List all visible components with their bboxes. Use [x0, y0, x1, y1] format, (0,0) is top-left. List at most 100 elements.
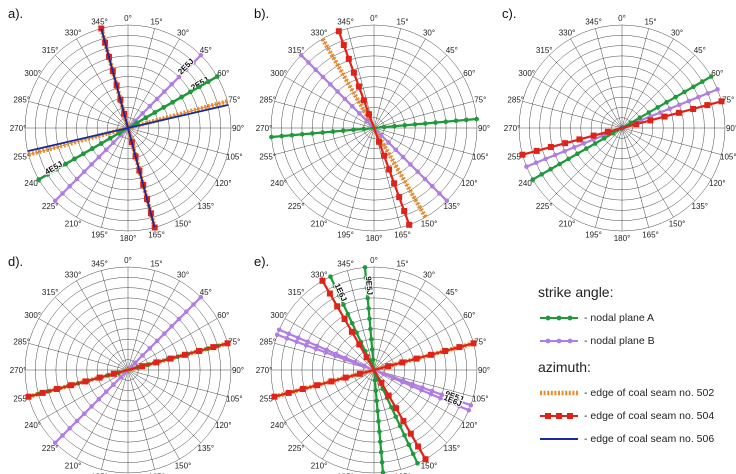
grid-spoke	[621, 127, 674, 218]
series-np_b-ray-marker	[118, 375, 123, 380]
grid-spoke	[522, 101, 623, 129]
series-s504-ray-marker	[519, 151, 526, 158]
series-np_b-ray-marker	[342, 96, 348, 102]
series-np_b-ray-marker	[306, 60, 311, 65]
angle-tick-label: 225°	[536, 202, 553, 211]
series-np_a-ray-marker	[637, 115, 643, 120]
series-np_a-ray-marker	[310, 131, 315, 136]
series-np_a-ray-marker	[90, 146, 95, 151]
series-np_a-ray-marker	[664, 100, 669, 105]
series-np_b-ray-marker	[52, 198, 58, 204]
angle-tick-label: 285°	[259, 96, 276, 105]
series-s504-ray-marker	[378, 379, 385, 386]
series-s504-ray-marker	[385, 363, 392, 370]
angle-tick-label: 195°	[91, 230, 108, 239]
angle-tick-label: 345°	[91, 260, 108, 269]
series-np_a-ray-marker	[45, 172, 50, 177]
angle-tick-label: 165°	[394, 472, 411, 474]
series-np_a-ray-marker	[330, 129, 336, 134]
series-np_a-ray-marker	[179, 94, 184, 100]
series-np_b-ray-marker	[147, 345, 153, 351]
grid-spoke	[101, 369, 129, 470]
grid-spoke	[373, 369, 401, 470]
series-np_a-ray-marker	[392, 123, 397, 129]
series-s504-ray-marker	[110, 370, 117, 377]
series-s504-ray-marker	[366, 111, 372, 118]
angle-tick-label: 135°	[198, 202, 215, 211]
series-s504-ray-marker	[547, 144, 554, 150]
angle-tick-label: 45°	[200, 46, 212, 55]
series-np_a-ray-marker	[610, 130, 616, 136]
series-np_a-ray-marker	[378, 439, 383, 445]
grid-spoke	[373, 280, 426, 371]
angle-tick-label: 210°	[311, 219, 328, 228]
angle-tick-label: 315°	[288, 46, 305, 55]
angle-tick-label: 60°	[463, 69, 475, 78]
series-np_a-ray-marker	[279, 133, 285, 139]
series-np_a-ray-marker	[336, 293, 342, 298]
grid-spoke	[322, 127, 375, 218]
grid-spoke	[621, 127, 649, 228]
series-np_a-ray-marker	[116, 130, 122, 136]
series-np_a-ray-marker	[206, 79, 211, 84]
series-np_a-ray-marker	[361, 126, 367, 132]
series-np_a-ray-marker	[592, 141, 598, 146]
series-np_b-ray-marker	[74, 418, 80, 424]
series-np_a-ray-marker	[539, 172, 544, 177]
series-np_a-ray-marker	[601, 136, 607, 141]
angle-tick-label: 255°	[259, 153, 276, 162]
angle-tick-label: 300°	[518, 69, 535, 78]
grid-spoke	[38, 369, 129, 422]
series-np_a-ray-marker	[289, 132, 295, 138]
series-s506-ray	[127, 103, 229, 129]
series-s504-ray-marker	[401, 208, 408, 214]
series-np_b-ray-marker	[439, 392, 445, 398]
polar-panel-2: 0° 15° 30° 45° 60° 75° 90° 105° 120° 135° 150° 165°…	[256, 14, 490, 243]
series-np_a-ray-marker	[364, 285, 370, 291]
angle-tick-label: 135°	[692, 202, 709, 211]
series-np_a-ray-marker	[328, 274, 333, 280]
grid-spoke	[301, 369, 375, 443]
series-np_a-ray-marker	[548, 166, 553, 172]
series-np_b-ray-marker	[390, 375, 396, 381]
series-np_b-ray-marker	[524, 164, 529, 169]
angle-tick-label: 30°	[177, 271, 189, 280]
series-np_b-ray-marker	[111, 140, 116, 145]
series-np_a-ray-marker	[406, 442, 412, 448]
legend-swatch-coal-seam-506	[540, 438, 578, 440]
series-np_b-ray-marker	[294, 339, 299, 345]
series-np_b-ray-marker	[705, 91, 711, 96]
panel-label: d).	[8, 254, 23, 269]
grid-spoke	[101, 270, 129, 371]
series-np_a-ray-marker	[152, 110, 158, 115]
series-s504-ray-marker	[704, 102, 711, 109]
angle-tick-label: 210°	[311, 461, 328, 470]
legend-label-coal-seam-504: - edge of coal seam no. 504	[584, 410, 715, 422]
series-np_b-ray-marker	[191, 60, 196, 65]
series-s504-ray-marker	[718, 98, 725, 105]
angle-tick-label: 180°	[366, 234, 383, 243]
series-np_a-ray-marker	[412, 122, 418, 127]
series-np_b-ray-marker	[352, 359, 358, 365]
grid-spoke	[621, 127, 712, 180]
series-np_b-ray-marker	[274, 332, 280, 338]
series-s504-ray-marker	[391, 180, 398, 187]
angle-tick-label: 105°	[472, 395, 489, 404]
series-s504-ray-marker	[376, 138, 382, 145]
series-np_a-ray-marker	[691, 84, 696, 90]
series-s504-ray-marker	[407, 430, 414, 437]
swatch-marker	[567, 315, 573, 321]
series-s504-ray-marker	[96, 374, 103, 381]
series-np_b-ray-marker	[400, 379, 405, 385]
series-np_b-ray-marker	[74, 176, 80, 182]
series-s504-ray-marker	[285, 389, 292, 396]
angle-tick-label: 120°	[461, 179, 478, 188]
angle-tick-label: 30°	[423, 29, 435, 38]
series-np_b-ray-marker	[313, 67, 319, 72]
angle-tick-label: 270°	[10, 124, 27, 133]
series-s504-ray-marker	[39, 389, 46, 396]
series-np_a-ray-marker	[354, 330, 359, 336]
series-np_b-ray-marker	[408, 162, 413, 167]
series-np_b-ray-marker	[381, 371, 386, 377]
